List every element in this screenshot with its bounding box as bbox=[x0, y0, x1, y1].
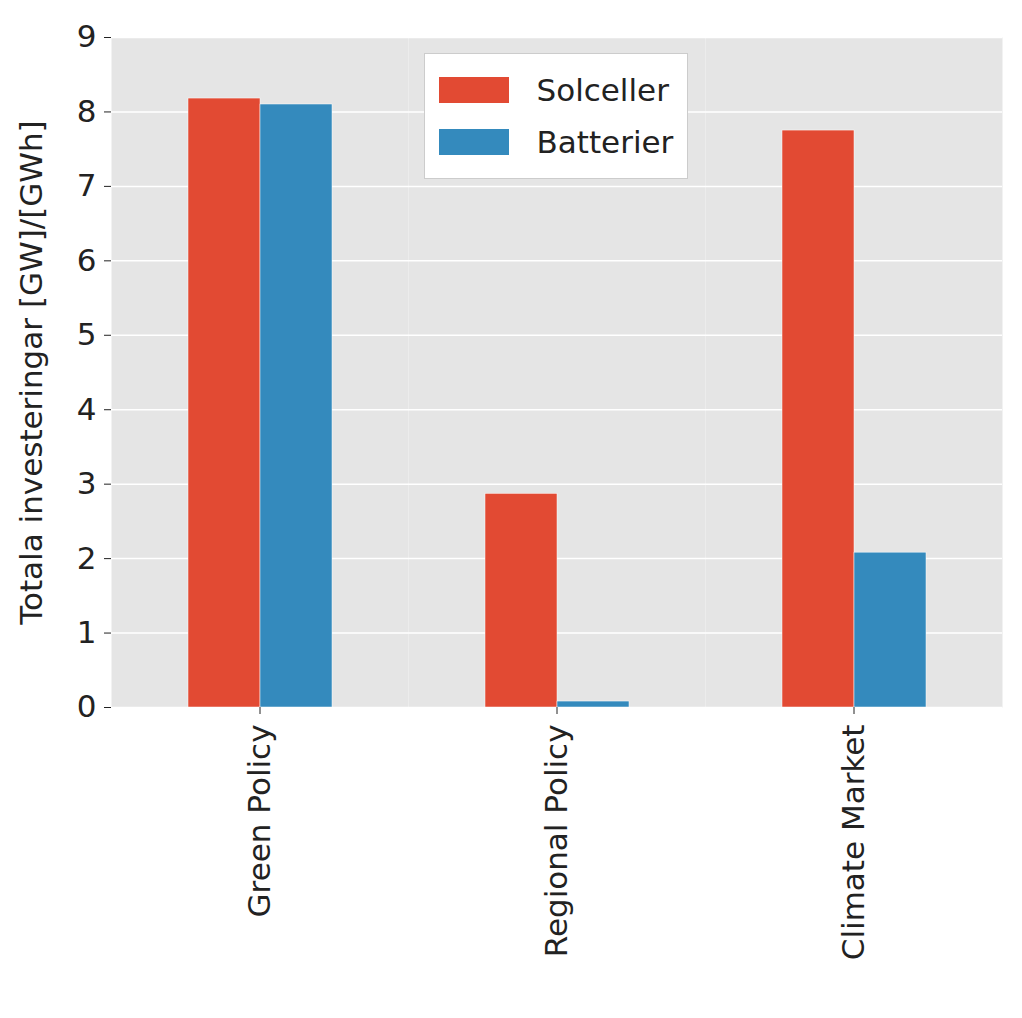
html-text:Batterier: Batterier bbox=[536, 124, 674, 160]
svg-text:Green Policy: Green Policy bbox=[241, 725, 277, 918]
html-text:Solceller: Solceller bbox=[536, 72, 669, 108]
svg-text:4: 4 bbox=[77, 391, 97, 427]
svg-text:Regional Policy: Regional Policy bbox=[538, 725, 574, 958]
svg-text:Climate Market: Climate Market bbox=[835, 725, 871, 961]
svg-text:2: 2 bbox=[77, 540, 97, 576]
svg-text:1: 1 bbox=[77, 614, 97, 650]
svg-text:Totala investeringar [GW]/[GWh: Totala investeringar [GW]/[GWh] bbox=[13, 120, 49, 625]
svg-text:3: 3 bbox=[77, 465, 97, 501]
svg-text:8: 8 bbox=[77, 93, 97, 129]
svg-text:0: 0 bbox=[77, 688, 97, 724]
svg-text:7: 7 bbox=[77, 167, 97, 203]
svg-text:9: 9 bbox=[77, 18, 97, 54]
svg-text:5: 5 bbox=[77, 316, 97, 352]
svg-text:6: 6 bbox=[77, 242, 97, 278]
